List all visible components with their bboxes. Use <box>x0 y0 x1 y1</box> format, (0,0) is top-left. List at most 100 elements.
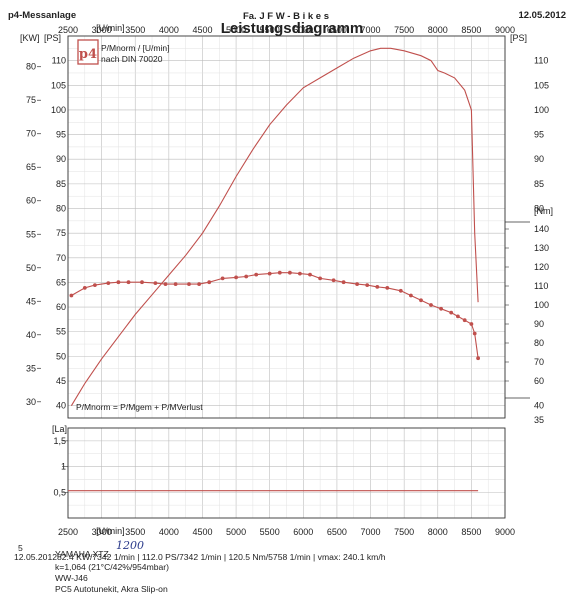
main-grid <box>67 36 506 418</box>
logo-caption-1: P/Mnorm / [U/min] <box>101 43 169 53</box>
data-series <box>68 47 480 492</box>
torque-point <box>331 278 336 283</box>
ps-tick-label-left: 75 <box>56 228 66 238</box>
x-tick-label-top: 9000 <box>495 25 515 35</box>
torque-point <box>254 272 259 277</box>
torque-point <box>419 298 423 303</box>
footer: 5 YAMAHA XTZ 1200 12.05.2012 82.4 KW/734… <box>0 537 576 600</box>
company-name: Fa. J F W - B i k e s <box>243 11 329 22</box>
kw-axis-unit: [KW] <box>20 33 40 43</box>
torque-point <box>318 276 322 281</box>
ps-tick-label-right: 110 <box>534 56 548 66</box>
main-plot-frame <box>67 35 506 419</box>
power-curve <box>70 47 479 406</box>
ps-tick-label-right: 100 <box>534 105 549 115</box>
torque-point <box>207 280 212 285</box>
ps-tick-label-right: 85 <box>534 179 544 189</box>
x-tick-label-bottom: 3000 <box>92 527 112 537</box>
torque-point <box>439 306 443 311</box>
kw-tick-label: 35 <box>26 363 36 373</box>
nm-tick-label: 90 <box>534 319 544 329</box>
x-tick-label-bottom: 6000 <box>293 527 313 537</box>
x-tick-label-top: 7000 <box>361 25 381 35</box>
kw-tick-label: 55 <box>26 229 36 239</box>
correction-factor: k=1,064 (21°C/42%/954mbar) <box>55 562 170 572</box>
nm-tick-label: 120 <box>534 262 549 272</box>
x-tick-label-top: 7500 <box>394 25 414 35</box>
ps-tick-label-left: 80 <box>56 204 66 214</box>
app-name: p4-Messanlage <box>8 10 76 21</box>
x-tick-label-bottom: 4500 <box>192 527 212 537</box>
torque-point <box>409 293 413 298</box>
nm-tick-label: 130 <box>534 243 549 253</box>
torque-point <box>106 281 111 285</box>
model-handwritten: 1200 <box>116 539 144 552</box>
torque-curve <box>71 272 479 359</box>
la-axis-unit: [La] <box>52 424 67 434</box>
kw-tick-label: 60 <box>26 196 36 206</box>
la-tick-label: 0,5 <box>53 487 66 497</box>
x-tick-label-bottom: 8000 <box>428 527 448 537</box>
x-tick-label-bottom: 5000 <box>226 527 246 537</box>
x-tick-label-top: 3000 <box>92 25 112 35</box>
torque-point <box>472 331 477 336</box>
kw-tick-label: 50 <box>26 263 36 273</box>
torque-point <box>244 274 249 279</box>
kw-tick-label: 75 <box>26 95 36 105</box>
formula-text: P/Mnorm = P/Mgem + P/MVerlust <box>76 402 203 412</box>
torque-point <box>456 314 460 319</box>
x-tick-label-top: 3500 <box>125 25 145 35</box>
torque-point <box>449 310 454 315</box>
logo-text: p4 <box>79 47 97 62</box>
torque-point <box>267 271 272 276</box>
torque-point <box>126 280 131 285</box>
kw-tick-label: 70 <box>26 129 36 139</box>
torque-point <box>375 285 380 289</box>
ps-tick-label-left: 60 <box>56 302 66 312</box>
ps-tick-label-right: 80 <box>534 204 544 214</box>
torque-point <box>469 322 474 326</box>
kw-tick-label: 80 <box>26 62 36 72</box>
torque-point <box>187 282 191 286</box>
ps-tick-label-right: 95 <box>534 130 544 140</box>
x-tick-label-top: 6000 <box>293 25 313 35</box>
axis-ticks: 2500 2500 3000 3000 3500 3500 4000 4000 4500 4500… <box>20 23 553 537</box>
x-tick-label-top: 6500 <box>327 25 347 35</box>
lower-grid <box>67 428 506 518</box>
ps-tick-label-right: 105 <box>534 80 549 90</box>
torque-point <box>462 318 467 323</box>
torque-point <box>429 303 433 307</box>
ps-tick-label-left: 95 <box>56 130 66 140</box>
nm-tick-label: 35 <box>534 415 544 425</box>
torque-point <box>163 282 168 286</box>
ps-tick-label-left: 110 <box>52 56 66 66</box>
x-tick-label-bottom: 7500 <box>394 527 414 537</box>
measurement-values: 82.4 KW/7342 1/min | 112.0 PS/7342 1/min… <box>57 552 386 562</box>
nm-tick-label: 60 <box>534 376 544 386</box>
x-tick-label-bottom: 6500 <box>327 527 347 537</box>
logo-caption-2: nach DIN 70020 <box>101 54 163 64</box>
nm-tick-label: 70 <box>534 357 544 367</box>
kw-tick-label: 30 <box>26 397 36 407</box>
la-tick-label: 1,5 <box>53 436 66 446</box>
torque-point <box>69 293 74 298</box>
chart-title: Leistungsdiagramm <box>221 20 364 37</box>
ps-tick-label-left: 55 <box>56 327 66 337</box>
torque-point <box>398 288 403 293</box>
nm-axis-unit: [Nm] <box>534 206 553 216</box>
nm-tick-label: 100 <box>534 300 549 310</box>
x-tick-label-bottom: 2500 <box>58 527 78 537</box>
plot-frames <box>67 35 530 519</box>
x-tick-label-bottom: 7000 <box>361 527 381 537</box>
lower-plot-frame <box>67 427 506 519</box>
torque-point <box>234 275 239 280</box>
x-tick-label-top: 8500 <box>461 25 481 35</box>
x-tick-label-bottom: 4000 <box>159 527 179 537</box>
torque-point <box>277 270 282 275</box>
torque-point <box>116 280 121 285</box>
footer-date: 12.05.2012 <box>14 552 58 562</box>
x-tick-label-top: 4500 <box>192 25 212 35</box>
kw-tick-label: 45 <box>26 296 36 306</box>
torque-point <box>298 271 302 276</box>
